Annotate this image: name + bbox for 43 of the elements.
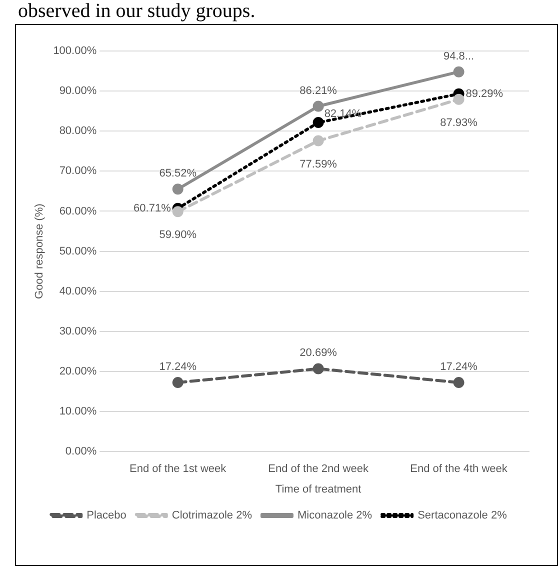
x-tick-label: End of the 2nd week (268, 463, 369, 476)
y-tick-label: 60.00% (59, 205, 97, 218)
point (453, 377, 464, 388)
x-axis-title: Time of treatment (275, 483, 362, 496)
y-tick-label: 0.00% (65, 446, 97, 458)
data-label: 77.59% (300, 158, 338, 170)
legend-label: Placebo (86, 510, 126, 522)
y-tick-label: 80.00% (59, 125, 97, 138)
data-label: 89.29% (466, 88, 504, 100)
y-tick-label: 20.00% (59, 366, 97, 378)
point (453, 66, 464, 78)
data-label: 82.14% (324, 108, 362, 120)
y-tick-label: 50.00% (59, 245, 97, 258)
data-label: 17.24% (440, 361, 478, 374)
y-tick-label: 70.00% (59, 165, 97, 178)
data-label: 60.71% (134, 202, 172, 214)
data-label: 86.21% (300, 84, 338, 97)
point (172, 184, 184, 195)
x-tick-label: End of the 1st week (130, 463, 227, 476)
point (312, 117, 324, 128)
y-axis-title: Good response (%) (34, 204, 46, 299)
data-label: 65.52% (159, 168, 197, 180)
point (172, 377, 184, 388)
point (312, 135, 324, 146)
data-label: 20.69% (300, 347, 338, 360)
point (312, 363, 324, 374)
legend-label: Sertaconazole 2% (418, 510, 508, 522)
data-label: 94.8... (443, 50, 474, 62)
y-tick-label: 90.00% (59, 85, 97, 98)
text: observed in our study groups. (17, 0, 256, 22)
data-label: 17.24% (159, 361, 197, 374)
x-tick-label: End of the 4th week (410, 463, 508, 476)
point (172, 206, 184, 218)
data-label: 87.93% (440, 116, 478, 129)
y-tick-label: 30.00% (59, 325, 97, 338)
legend-label: Clotrimazole 2% (172, 510, 252, 522)
point (312, 100, 324, 112)
y-tick-label: 100.00% (53, 45, 97, 58)
y-tick-label: 40.00% (59, 285, 97, 298)
legend-label: Miconazole 2% (297, 510, 372, 522)
y-tick-label: 10.00% (59, 406, 97, 418)
data-label: 59.90% (159, 229, 197, 242)
point (453, 94, 464, 105)
